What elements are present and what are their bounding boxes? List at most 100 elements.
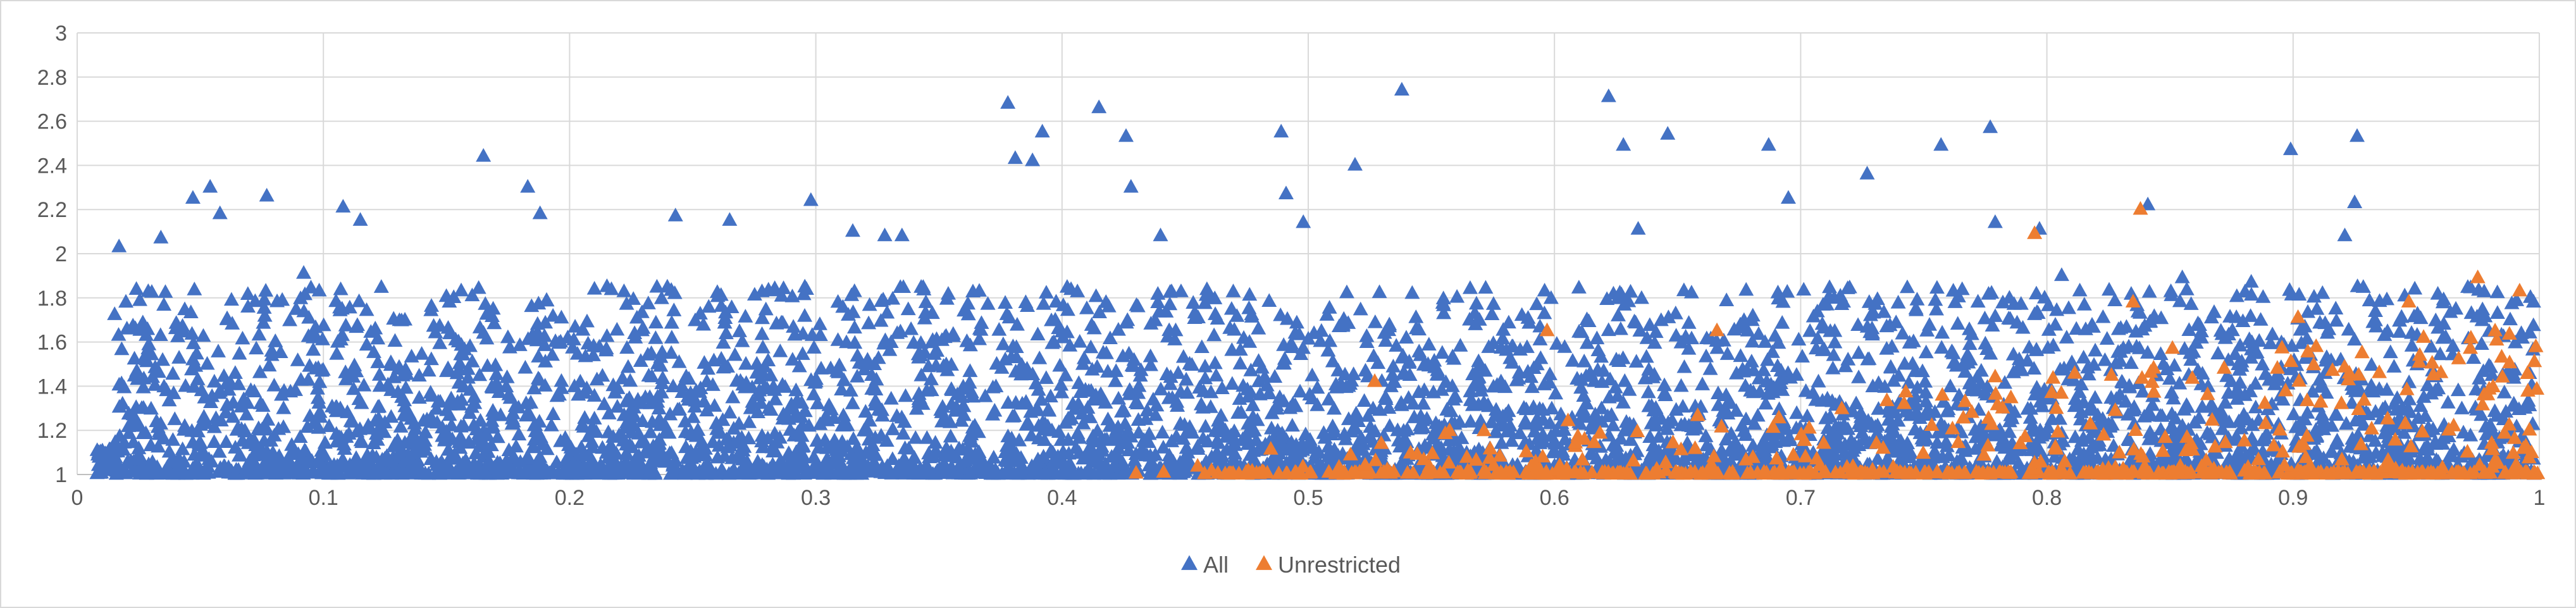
point-all: [585, 347, 601, 361]
point-all: [760, 352, 776, 366]
point-all: [359, 450, 375, 464]
point-all: [595, 440, 610, 454]
point-all: [544, 347, 560, 361]
point-all: [1499, 342, 1514, 356]
point-all: [2474, 336, 2489, 351]
point-all: [2514, 330, 2530, 344]
point-all: [2155, 356, 2171, 370]
point-all: [1209, 433, 1225, 447]
point-all: [1435, 290, 1451, 305]
point-all: [471, 280, 486, 294]
point-all: [1129, 297, 1144, 311]
point-all: [1162, 284, 1178, 298]
point-all: [1199, 433, 1215, 448]
point-all: [2413, 398, 2429, 413]
point-all: [985, 380, 1001, 394]
point-all: [483, 437, 499, 452]
point-all: [1054, 384, 1070, 399]
point-all: [803, 372, 819, 387]
point-all: [2404, 338, 2420, 352]
point-all: [807, 459, 823, 473]
point-all: [1010, 453, 1025, 468]
point-all: [678, 413, 693, 428]
point-all: [777, 379, 793, 393]
point-all: [507, 398, 523, 413]
point-all: [1206, 327, 1222, 342]
point-all: [1751, 370, 1767, 385]
point-all: [1020, 298, 1036, 313]
point-all: [636, 434, 652, 448]
point-all: [286, 444, 302, 458]
point-all: [1544, 400, 1559, 414]
point-all: [1637, 370, 1653, 385]
point-all: [850, 347, 865, 362]
point-all: [1401, 390, 1416, 404]
point-all: [338, 364, 354, 378]
point-all: [811, 440, 827, 454]
point-all: [165, 366, 181, 380]
point-all: [1084, 361, 1100, 376]
point-all: [1322, 300, 1337, 314]
point-all: [1987, 427, 2003, 442]
point-all: [643, 345, 659, 359]
point-all: [618, 454, 634, 468]
point-all: [2341, 321, 2356, 336]
point-all: [998, 295, 1013, 309]
point-all: [1365, 400, 1381, 414]
point-all: [199, 356, 215, 370]
point-all: [879, 433, 895, 447]
point-all: [885, 421, 901, 435]
point-all: [1823, 409, 1838, 423]
point-all: [1547, 444, 1563, 458]
point-all: [196, 409, 212, 423]
point-all: [2251, 333, 2267, 347]
point-all: [1445, 349, 1461, 363]
point-all: [216, 458, 232, 473]
point-all: [393, 313, 409, 326]
point-all: [1891, 368, 1907, 382]
point-all: [796, 286, 812, 301]
point-all: [491, 384, 507, 398]
point-all: [2227, 346, 2243, 361]
point-all: [717, 314, 733, 329]
point-all: [1618, 414, 1634, 428]
point-all: [2103, 390, 2119, 404]
point-all: [918, 294, 934, 308]
point-all: [1862, 324, 1878, 338]
point-all: [2472, 371, 2487, 385]
point-all: [1898, 403, 1914, 418]
point-all: [282, 312, 298, 326]
point-all: [1571, 323, 1587, 338]
y-tick-label: 2.6: [37, 110, 67, 134]
point-all: [1269, 400, 1285, 415]
point-all: [939, 291, 955, 305]
point-all: [755, 339, 771, 354]
point-all: [2183, 296, 2199, 310]
point-all: [1150, 294, 1166, 308]
point-all: [1162, 376, 1178, 390]
point-all: [2489, 408, 2505, 422]
point-all: [1902, 335, 1917, 349]
point-all: [790, 392, 805, 407]
point-all: [1928, 292, 1943, 306]
point-all: [449, 365, 465, 380]
point-all: [1611, 307, 1626, 321]
point-all: [531, 371, 547, 386]
point-all: [1947, 294, 1963, 308]
point-all: [1020, 416, 1036, 430]
point-all: [1884, 338, 1900, 353]
point-all: [2022, 410, 2038, 424]
point-all: [1602, 371, 1618, 385]
point-all: [809, 433, 825, 447]
point-all: [2293, 335, 2309, 349]
point-all: [1668, 306, 1683, 320]
point-all: [1325, 418, 1341, 433]
point-all: [1519, 339, 1535, 353]
point-all: [1642, 317, 1657, 332]
point-all: [1484, 306, 1500, 320]
point-all: [1337, 426, 1353, 440]
point-all: [2015, 320, 2031, 334]
point-all: [918, 304, 934, 319]
point-all: [1711, 397, 1726, 411]
point-all: [351, 293, 367, 307]
